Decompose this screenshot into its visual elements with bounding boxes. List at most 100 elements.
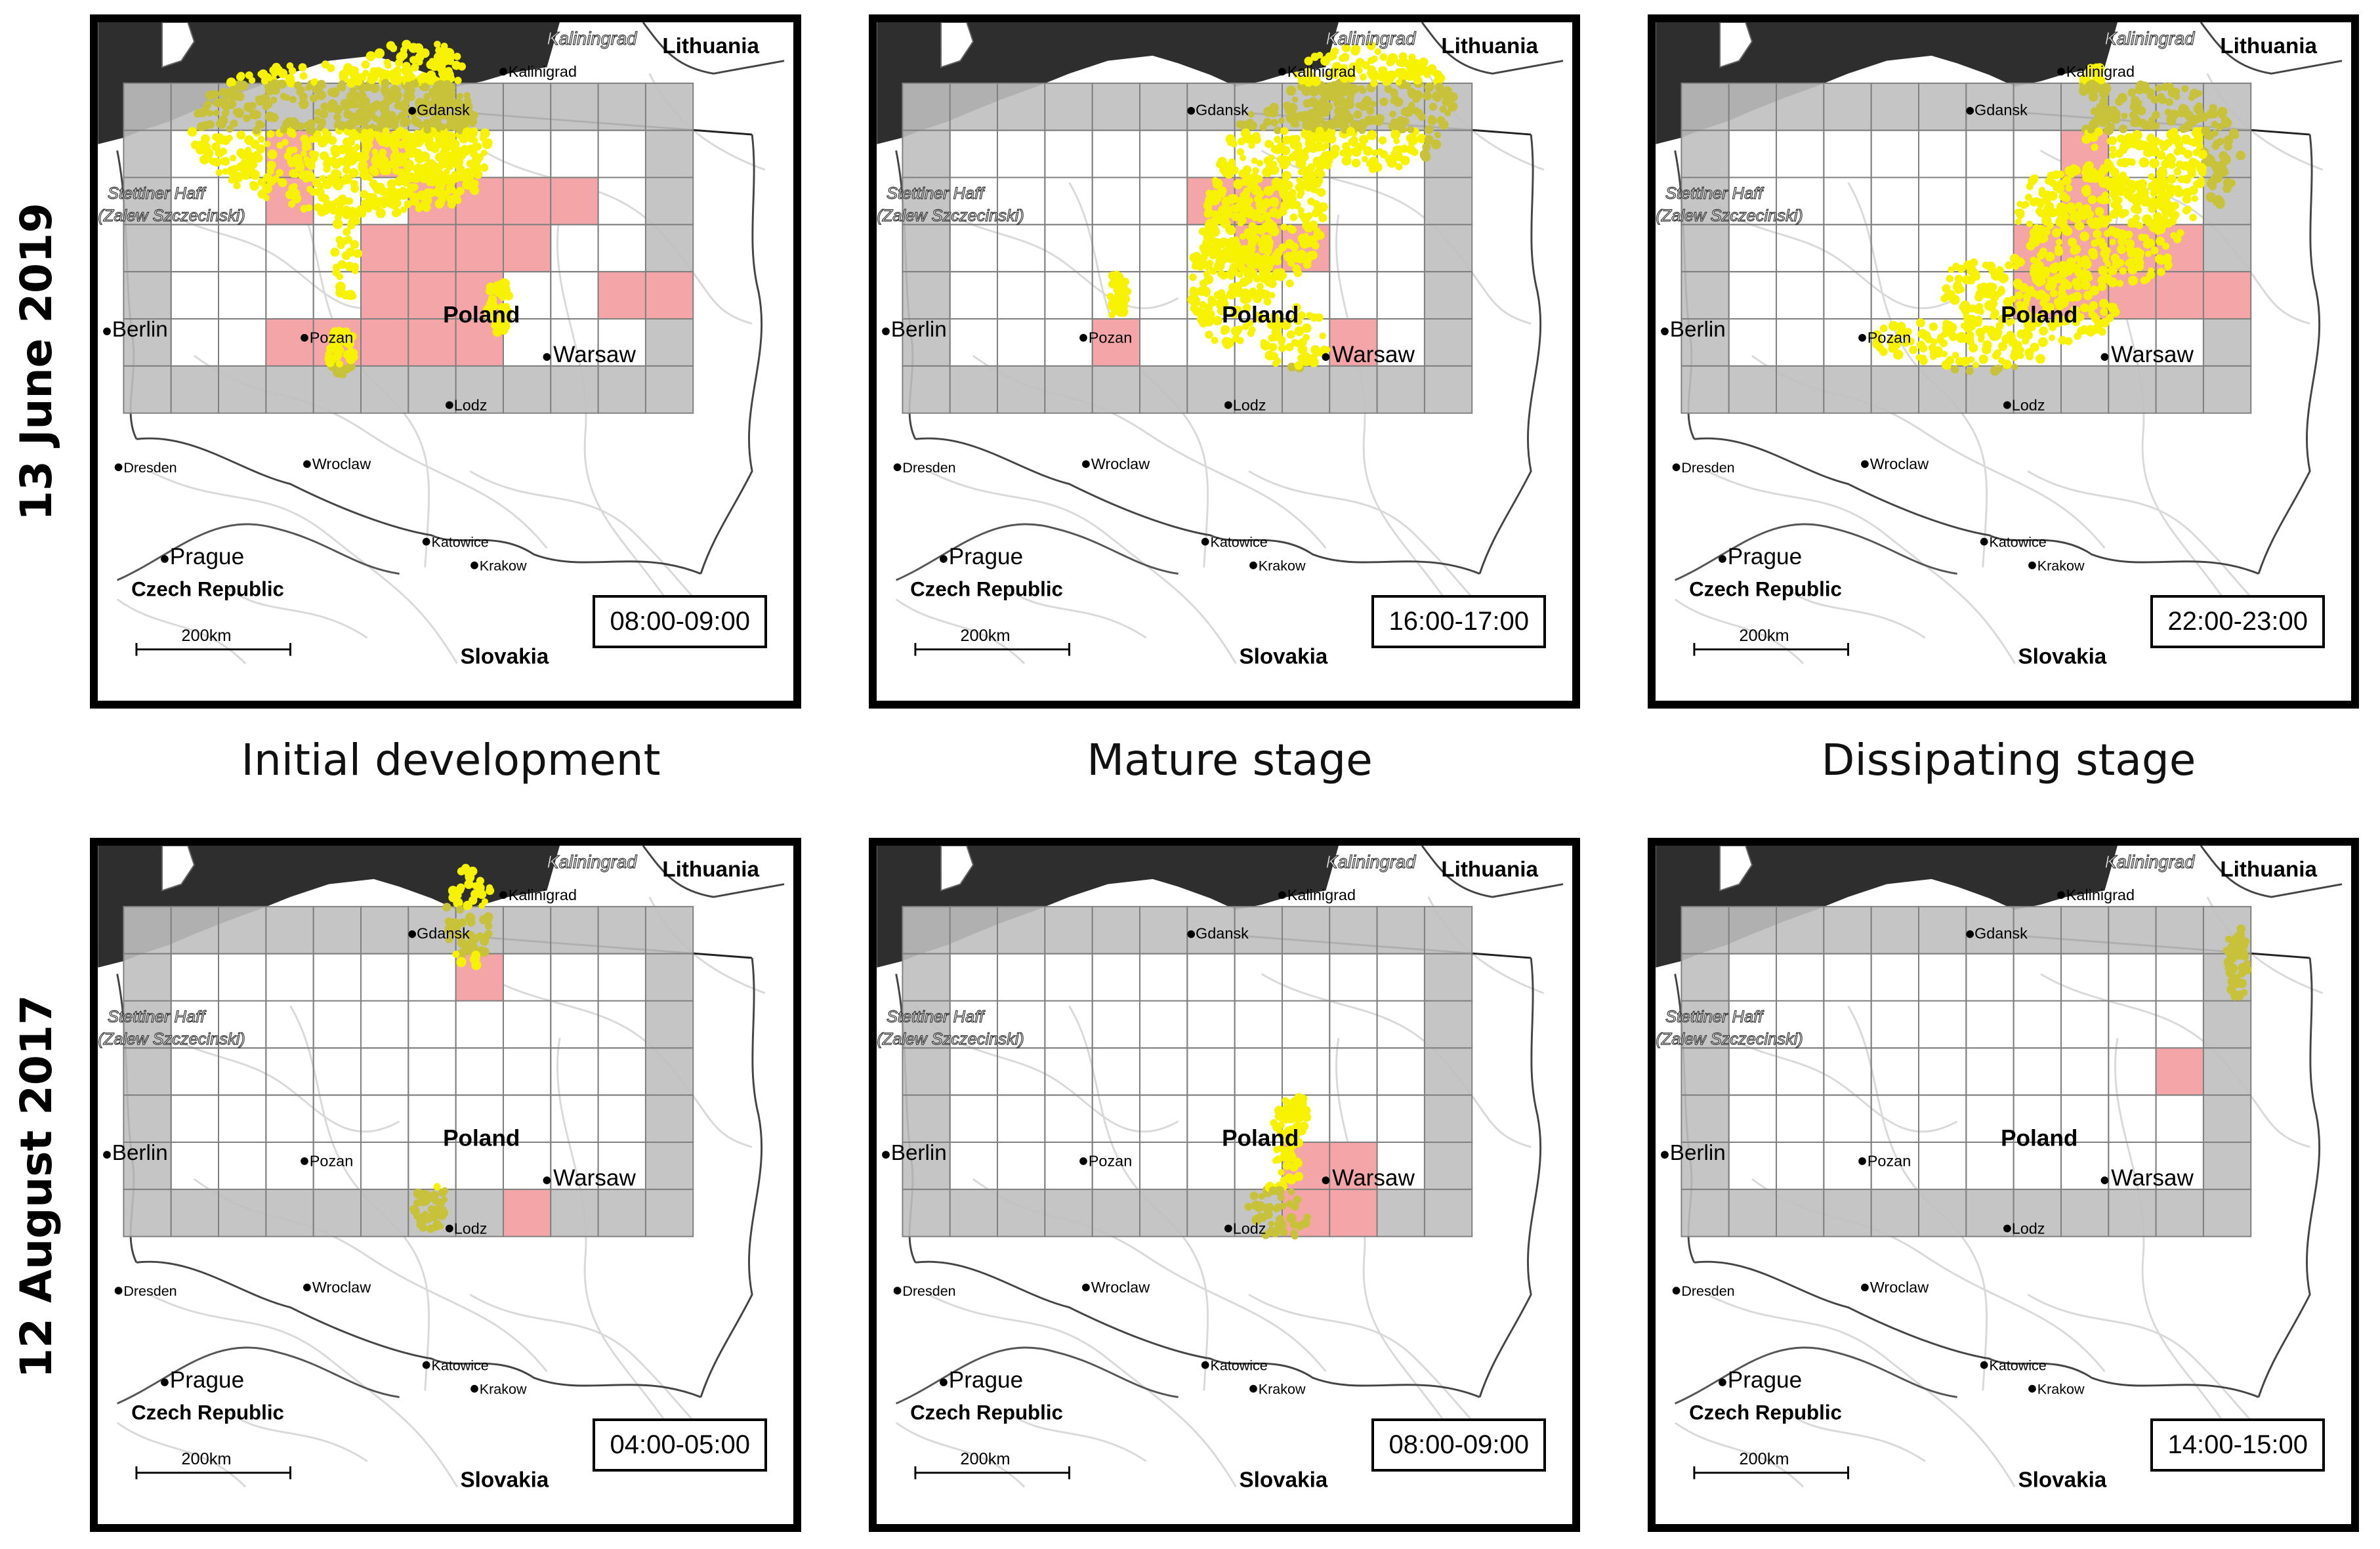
city-marker xyxy=(1672,1287,1681,1295)
lightning-strike xyxy=(2015,291,2024,300)
road xyxy=(148,470,458,665)
border-cell xyxy=(1423,905,1473,955)
lightning-strike xyxy=(2145,251,2152,257)
lightning-strike xyxy=(2121,209,2129,217)
lightning-strike xyxy=(2064,281,2073,290)
lightning-strike xyxy=(1362,61,1370,70)
lightning-strike xyxy=(1995,266,2004,275)
lightning-strike xyxy=(2114,97,2123,106)
lightning-strike xyxy=(2086,218,2095,226)
lightning-strike xyxy=(1295,159,1304,169)
border-cell xyxy=(1776,1188,1825,1237)
border-cell xyxy=(123,271,172,320)
lightning-strike xyxy=(2112,228,2123,239)
lightning-strike xyxy=(381,79,390,88)
lightning-strike xyxy=(1289,242,1299,252)
border-cell xyxy=(949,365,999,414)
lightning-strike xyxy=(402,173,413,183)
grid-cell xyxy=(1870,129,1919,178)
lightning-strike xyxy=(333,180,344,191)
lightning-strike xyxy=(2216,123,2224,131)
lightning-strike xyxy=(2039,299,2048,307)
lightning-strike xyxy=(310,78,319,87)
place-label-gdansk: Gdansk xyxy=(1974,925,2028,942)
lightning-strike xyxy=(2024,194,2033,201)
border-cell xyxy=(1728,82,1778,131)
lightning-strike xyxy=(2097,196,2106,204)
lightning-strike xyxy=(2171,134,2181,144)
lightning-strike xyxy=(404,200,412,209)
lightning-strike xyxy=(469,185,480,196)
border-cell xyxy=(218,1188,267,1237)
lightning-strike xyxy=(1966,337,1974,346)
lightning-strike xyxy=(1236,120,1244,129)
lightning-strike xyxy=(471,951,481,960)
lightning-strike xyxy=(1990,365,2000,376)
country-border xyxy=(136,1260,701,1398)
lightning-strike xyxy=(2067,238,2077,247)
grid-cell xyxy=(597,129,646,178)
border-cell xyxy=(1681,1142,1730,1190)
lightning-strike xyxy=(291,182,298,190)
lightning-strike xyxy=(2148,173,2155,180)
grid xyxy=(123,82,694,414)
city-marker xyxy=(114,463,123,472)
border-cell xyxy=(1870,365,1919,414)
lightning-strike xyxy=(442,79,451,89)
lightning-strike xyxy=(209,157,217,166)
lightning-strike xyxy=(1301,86,1312,96)
lightning-strike xyxy=(2104,158,2112,167)
road xyxy=(2114,1037,2234,1436)
lightning-strike xyxy=(2059,217,2068,226)
lightning-strike xyxy=(2220,166,2228,174)
city-marker xyxy=(1187,107,1196,115)
lightning-strike xyxy=(2062,176,2072,186)
place-label-berlin: Berlin xyxy=(891,318,947,342)
scale-label: 200km xyxy=(960,1450,1010,1468)
grid-cell xyxy=(1965,953,2015,1002)
road xyxy=(135,182,400,310)
lightning-strike xyxy=(1228,158,1236,165)
lightning-strike xyxy=(1991,309,1999,318)
lightning-strike xyxy=(423,99,430,106)
lightning-strike xyxy=(1342,142,1350,150)
scale-label: 200km xyxy=(1739,1450,1789,1468)
lightning-strike xyxy=(2037,201,2044,209)
lightning-strike xyxy=(2223,947,2230,955)
map-canvas: LithuaniaKaliningradKalinigradGdanskStet… xyxy=(1656,22,2343,669)
island xyxy=(161,22,195,68)
border-cell xyxy=(2202,1047,2252,1096)
lightning-strike xyxy=(446,918,455,926)
place-label-czech_republic: Czech Republic xyxy=(1689,578,1842,601)
row-label-august: 12 August 2017 xyxy=(0,838,72,1535)
place-label-kaliningrad_region: Kaliningrad xyxy=(1326,28,1416,49)
place-label-kaliningrad_city: Kalinigrad xyxy=(1287,63,1356,80)
lightning-strike xyxy=(1251,157,1258,165)
lightning-strike xyxy=(1940,331,1948,338)
border-cell xyxy=(2202,318,2252,367)
lightning-strike xyxy=(1311,107,1322,117)
lightning-strike xyxy=(296,122,305,131)
border-cell xyxy=(1044,905,1093,955)
lightning-strike xyxy=(1379,53,1388,61)
grid-cell xyxy=(1823,953,1872,1002)
place-label-kaliningrad_city: Kalinigrad xyxy=(1287,886,1356,903)
lightning-strike xyxy=(1230,310,1239,319)
border-cell xyxy=(1918,905,1967,955)
border-cell xyxy=(597,905,646,955)
lightning-strike xyxy=(2187,169,2196,178)
city-marker xyxy=(2057,68,2065,76)
border-cell xyxy=(644,82,694,131)
lightning-strike xyxy=(1199,300,1207,309)
lightning-strike xyxy=(336,360,343,368)
lightning-strike xyxy=(1238,169,1247,178)
lightning-strike xyxy=(332,352,342,361)
lightning-strike xyxy=(2079,231,2090,241)
border-cell xyxy=(2155,1188,2204,1237)
lightning-strike xyxy=(2062,295,2071,303)
scale-bar xyxy=(914,643,1070,656)
country-border xyxy=(699,134,763,574)
border-cell xyxy=(644,1094,694,1143)
lightning-strike xyxy=(431,1205,440,1214)
lightning-strike xyxy=(346,78,356,88)
